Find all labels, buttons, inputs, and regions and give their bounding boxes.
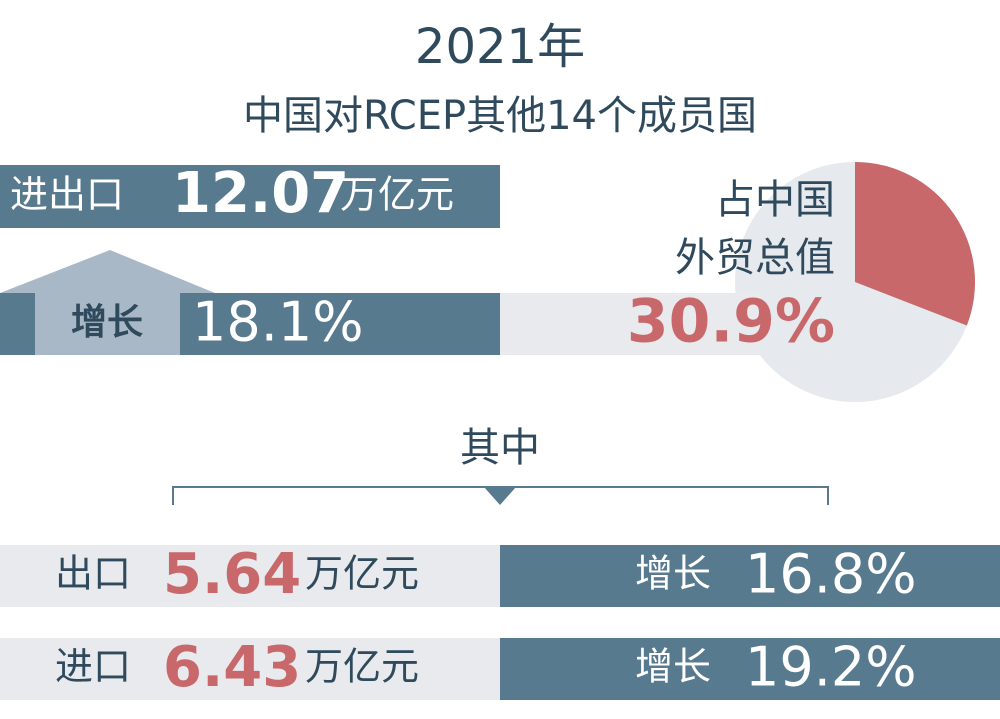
total-label: 进出口 — [10, 173, 124, 217]
row-growth: 16.8% — [745, 543, 917, 606]
subtitle: 中国对RCEP其他14个成员国 — [243, 93, 757, 139]
total-bar — [0, 165, 500, 228]
total-amount: 12.07 — [172, 161, 349, 226]
breakdown-title: 其中 — [460, 425, 540, 471]
total-growth: 18.1% — [192, 291, 364, 354]
breakdown-rows: 出口 5.64 万亿元 增长 16.8%进口 6.43 万亿元 增长 19.2% — [0, 542, 1000, 700]
pie-slice — [855, 162, 976, 326]
share-value: 30.9% — [627, 287, 835, 357]
share-label: 外贸总值 — [675, 235, 835, 281]
bracket-pointer — [484, 487, 516, 505]
total-unit: 万亿元 — [340, 173, 454, 217]
growth-label: 增长 — [71, 302, 143, 343]
row-right — [500, 545, 1000, 607]
share-pie — [735, 162, 976, 402]
row-amount: 5.64 — [163, 542, 301, 607]
row-right — [500, 638, 1000, 700]
row-unit: 万亿元 — [305, 552, 419, 596]
arrow-head — [0, 250, 215, 293]
row-growth: 19.2% — [745, 636, 917, 699]
year-title: 2021年 — [415, 19, 585, 75]
arrow-body — [35, 293, 180, 355]
row-unit: 万亿元 — [305, 645, 419, 689]
row-label: 进口 — [55, 645, 131, 689]
row-left — [0, 638, 500, 700]
row-amount: 6.43 — [163, 635, 301, 700]
row-growth-label: 增长 — [635, 645, 711, 689]
row-label: 出口 — [55, 552, 131, 596]
row-left — [0, 545, 500, 607]
row-growth-label: 增长 — [635, 552, 711, 596]
share-label: 占中国 — [715, 177, 835, 223]
